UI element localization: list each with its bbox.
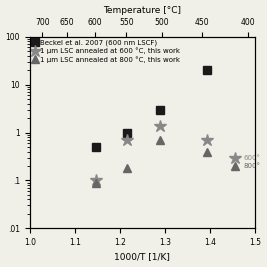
Legend: Beckel et al. 2007 (600 nm LSCF), 1 μm LSC annealed at 600 °C, this work, 1 μm L: Beckel et al. 2007 (600 nm LSCF), 1 μm L… xyxy=(32,39,181,64)
Line: 1 μm LSC annealed at 800 °C, this work: 1 μm LSC annealed at 800 °C, this work xyxy=(92,136,211,187)
Beckel et al. 2007 (600 nm LSCF) xyxy=(125,131,128,134)
X-axis label: 1000/T [1/K]: 1000/T [1/K] xyxy=(114,252,170,261)
1 μm LSC annealed at 800 °C, this work xyxy=(125,167,128,170)
Text: 800°: 800° xyxy=(243,163,260,169)
1 μm LSC annealed at 600 °C, this work xyxy=(125,138,128,142)
Line: Beckel et al. 2007 (600 nm LSCF): Beckel et al. 2007 (600 nm LSCF) xyxy=(92,66,211,151)
1 μm LSC annealed at 800 °C, this work xyxy=(158,138,162,142)
1 μm LSC annealed at 800 °C, this work xyxy=(95,181,98,184)
Beckel et al. 2007 (600 nm LSCF) xyxy=(95,145,98,148)
X-axis label: Temperature [°C]: Temperature [°C] xyxy=(103,6,181,15)
Beckel et al. 2007 (600 nm LSCF) xyxy=(158,108,162,111)
1 μm LSC annealed at 800 °C, this work xyxy=(206,150,209,153)
1 μm LSC annealed at 600 °C, this work xyxy=(206,138,209,142)
1 μm LSC annealed at 600 °C, this work xyxy=(158,124,162,127)
Text: 600°: 600° xyxy=(243,155,260,160)
1 μm LSC annealed at 600 °C, this work xyxy=(95,179,98,182)
Beckel et al. 2007 (600 nm LSCF) xyxy=(206,69,209,72)
Line: 1 μm LSC annealed at 600 °C, this work: 1 μm LSC annealed at 600 °C, this work xyxy=(90,119,213,187)
